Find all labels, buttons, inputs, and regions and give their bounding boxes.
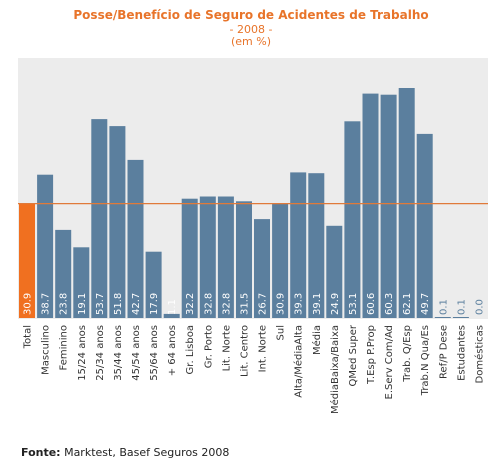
bar-13	[254, 219, 270, 318]
category-label-0: Total	[23, 325, 34, 349]
category-label-15: Alta/MédiaAlta	[293, 325, 305, 398]
category-label-25: Domésticas	[474, 325, 486, 383]
value-label-17: 24.9	[330, 293, 341, 315]
value-label-8: 1.1	[167, 299, 178, 315]
category-label-23: Ref/P Dese	[438, 325, 449, 379]
category-label-6: 45/54 anos	[131, 325, 142, 381]
bar-14	[272, 203, 289, 318]
value-label-2: 23.8	[59, 293, 70, 315]
category-label-17: MédiaBaixa/Baixa	[329, 325, 341, 414]
bar-12	[236, 201, 252, 318]
category-label-20: E.Serv Com/Ad	[384, 325, 395, 399]
bar-23	[434, 317, 451, 318]
value-label-0: 30.9	[23, 293, 34, 315]
category-label-12: Lit. Centro	[240, 325, 251, 377]
bar-3	[73, 247, 90, 318]
source-footer: Fonte: Marktest, Basef Seguros 2008	[21, 446, 229, 459]
bar-24	[452, 317, 469, 318]
value-label-23: 0.1	[438, 299, 449, 315]
bar-8	[163, 313, 180, 318]
bar-17	[326, 225, 343, 318]
value-label-24: 0.1	[456, 299, 467, 315]
category-label-10: Gr. Porto	[203, 325, 214, 368]
chart-title: Posse/Benefício de Seguro de Acidentes d…	[73, 8, 429, 22]
category-label-13: Int. Norte	[258, 325, 269, 372]
value-label-18: 53.1	[348, 293, 359, 315]
value-label-12: 31.5	[240, 293, 251, 315]
category-label-18: QMed Super	[348, 324, 359, 386]
bar-0	[19, 203, 35, 318]
category-label-24: Estudantes	[456, 325, 467, 381]
value-label-20: 60.3	[384, 293, 395, 315]
value-label-19: 60.6	[366, 293, 377, 315]
bar-11	[217, 196, 234, 318]
bar-10	[199, 196, 216, 318]
bar-4	[91, 119, 108, 318]
bar-6	[127, 159, 144, 318]
bar-2	[55, 229, 72, 318]
bar-5	[109, 126, 126, 318]
category-label-19: T.Esp P.Prop	[366, 325, 377, 385]
category-label-7: 55/64 anos	[149, 325, 160, 381]
value-label-25: 0.0	[475, 299, 486, 315]
bar-18	[344, 121, 361, 318]
category-label-3: 15/24 anos	[77, 325, 88, 381]
value-label-11: 32.8	[221, 293, 232, 315]
source-text: Marktest, Basef Seguros 2008	[60, 446, 230, 459]
bar-20	[380, 94, 397, 318]
source-label: Fonte:	[21, 446, 61, 459]
value-label-10: 32.8	[203, 293, 214, 315]
category-label-2: Feminino	[59, 325, 70, 370]
bar-15	[290, 172, 307, 318]
category-label-14: Sul	[276, 325, 287, 340]
value-label-9: 32.2	[185, 293, 196, 315]
category-label-4: 25/34 anos	[95, 325, 106, 381]
bar-22	[416, 133, 433, 318]
value-label-4: 53.7	[95, 293, 106, 315]
value-label-1: 38.7	[41, 293, 52, 315]
value-label-21: 62.1	[402, 293, 413, 315]
value-label-5: 51.8	[113, 293, 124, 315]
category-label-9: Gr. Lisboa	[185, 325, 196, 374]
category-label-22: Trab.N Qua/Es	[420, 325, 431, 396]
value-label-22: 49.7	[420, 293, 431, 315]
category-label-11: Lit. Norte	[221, 325, 232, 371]
category-label-8: + 64 anos	[167, 325, 178, 376]
category-label-21: Trab. Q/Esp	[402, 325, 413, 383]
category-label-5: 35/44 anos	[113, 325, 124, 381]
category-label-1: Masculino	[41, 325, 52, 375]
value-label-13: 26.7	[258, 293, 269, 315]
category-label-16: Média	[311, 325, 323, 355]
value-label-14: 30.9	[276, 293, 287, 315]
bar-7	[145, 251, 162, 318]
bar-1	[37, 174, 54, 318]
bar-16	[308, 173, 325, 318]
chart-subtitle-unit: (em %)	[230, 35, 271, 48]
value-label-3: 19.1	[77, 293, 88, 315]
bar-9	[181, 198, 198, 318]
value-label-16: 39.1	[312, 293, 323, 315]
value-label-6: 42.7	[131, 293, 142, 315]
value-label-7: 17.9	[149, 293, 160, 315]
bar-19	[362, 93, 379, 318]
value-label-15: 39.3	[294, 293, 305, 315]
chart-subtitle-year: - 2008 -	[229, 23, 273, 36]
